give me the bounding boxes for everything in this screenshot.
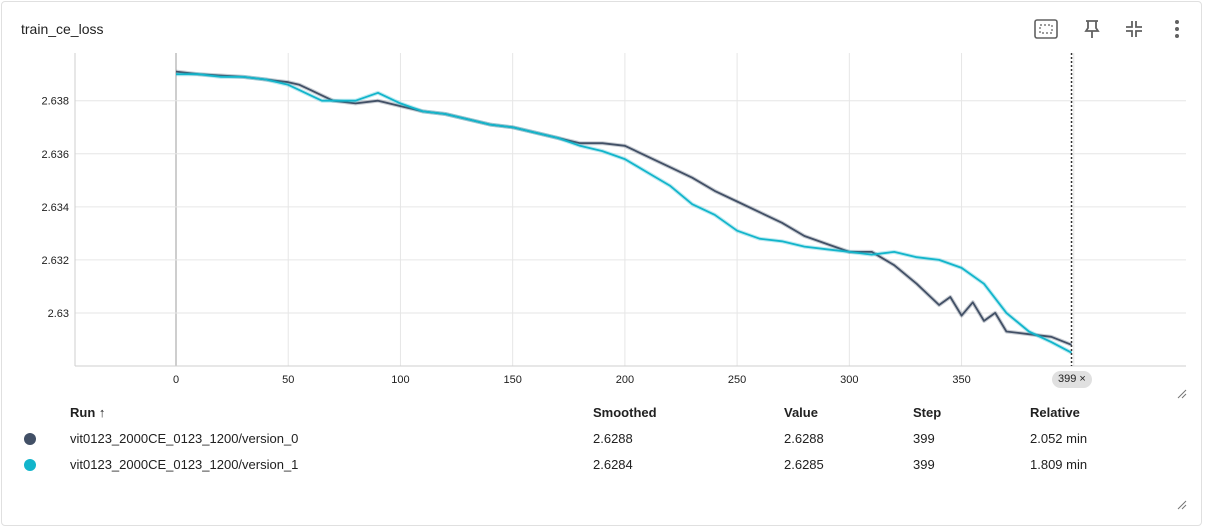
x-tick-label: 200 [616, 374, 634, 386]
raw-value: 2.6285 [784, 457, 824, 472]
series-line-1[interactable] [176, 73, 1072, 354]
y-tick-label: 2.63 [48, 308, 69, 320]
relative-time: 1.809 min [1030, 457, 1088, 472]
y-tick-label: 2.632 [41, 255, 69, 267]
run-color-dot [24, 433, 36, 445]
header-run[interactable]: Run ↑ [70, 405, 106, 420]
series-line-0[interactable] [175, 70, 1072, 346]
x-tick-label: 150 [503, 374, 521, 386]
chart-grid [75, 53, 1186, 366]
x-tick-label: 350 [952, 374, 970, 386]
x-tick-label: 100 [391, 374, 409, 386]
header-value[interactable]: Value [784, 405, 818, 420]
collapse-icon[interactable] [1121, 16, 1147, 42]
more-vert-icon[interactable] [1164, 16, 1190, 42]
x-tick-label: 250 [728, 374, 746, 386]
step-value: 399 [913, 457, 935, 472]
run-name: vit0123_2000CE_0123_1200/version_1 [70, 457, 299, 472]
y-tick-label: 2.636 [41, 149, 69, 161]
series-line-raw-1 [176, 72, 1073, 355]
run-color-dot [24, 459, 36, 471]
table-header-row: Run ↑ Smoothed Value Step Relative [0, 400, 1201, 426]
y-tick-label: 2.638 [41, 96, 69, 108]
smoothed-value: 2.6284 [593, 457, 633, 472]
chart-series [175, 69, 1073, 355]
run-name: vit0123_2000CE_0123_1200/version_0 [70, 431, 299, 446]
step-cursor-chip[interactable]: 399 × [1052, 371, 1092, 388]
y-tick-label: 2.634 [41, 202, 69, 214]
fit-domain-icon[interactable] [1033, 16, 1059, 42]
x-tick-label: 0 [173, 374, 179, 386]
header-smoothed[interactable]: Smoothed [593, 405, 657, 420]
x-tick-label: 50 [282, 374, 294, 386]
header-step[interactable]: Step [913, 405, 942, 420]
table-row: vit0123_2000CE_0123_1200/version_1 2.628… [0, 452, 1201, 478]
pin-icon[interactable] [1079, 16, 1105, 42]
table-row: vit0123_2000CE_0123_1200/version_0 2.628… [0, 426, 1201, 452]
card-title: train_ce_loss [21, 21, 104, 37]
table-resize-handle-icon[interactable] [1177, 500, 1187, 510]
header-relative[interactable]: Relative [1030, 405, 1080, 420]
relative-time: 2.052 min [1030, 431, 1088, 446]
chart-axes: 0 50 100 150 200 250 300 350 2.63 2.632 2.634 2.636… [41, 53, 1186, 386]
line-chart[interactable]: 0 50 100 150 200 250 300 350 2.63 2.632 2.634 2.636… [0, 0, 1205, 400]
raw-value: 2.6288 [784, 431, 824, 446]
step-value: 399 [913, 431, 935, 446]
chart-resize-handle-icon[interactable] [1177, 389, 1187, 399]
smoothed-value: 2.6288 [593, 431, 633, 446]
x-tick-label: 300 [840, 374, 858, 386]
